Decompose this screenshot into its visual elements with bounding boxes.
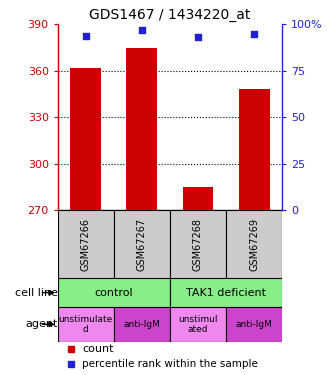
Bar — [114, 307, 170, 342]
Bar — [58, 278, 170, 307]
Bar — [239, 89, 270, 210]
Point — [139, 27, 145, 33]
Bar — [226, 307, 282, 342]
Bar — [182, 187, 214, 210]
Text: anti-IgM: anti-IgM — [123, 320, 160, 329]
Text: percentile rank within the sample: percentile rank within the sample — [82, 359, 258, 369]
Bar — [126, 48, 157, 210]
Bar — [58, 210, 114, 278]
Text: TAK1 deficient: TAK1 deficient — [186, 288, 266, 298]
Title: GDS1467 / 1434220_at: GDS1467 / 1434220_at — [89, 8, 251, 22]
Point — [251, 31, 257, 37]
Bar — [170, 278, 282, 307]
Text: control: control — [94, 288, 133, 298]
Text: unstimul
ated: unstimul ated — [178, 315, 218, 334]
Bar — [170, 307, 226, 342]
Text: GSM67266: GSM67266 — [81, 218, 91, 271]
Text: GSM67269: GSM67269 — [249, 218, 259, 271]
Point — [83, 33, 88, 39]
Text: unstimulate
d: unstimulate d — [59, 315, 113, 334]
Text: GSM67267: GSM67267 — [137, 217, 147, 271]
Text: agent: agent — [25, 320, 58, 329]
Text: count: count — [82, 344, 114, 354]
Bar — [114, 210, 170, 278]
Bar — [170, 210, 226, 278]
Text: anti-IgM: anti-IgM — [236, 320, 273, 329]
Bar — [226, 210, 282, 278]
Text: GSM67268: GSM67268 — [193, 218, 203, 271]
Text: cell line: cell line — [15, 288, 58, 298]
Bar — [70, 68, 101, 210]
Bar — [58, 307, 114, 342]
Point — [195, 34, 201, 40]
